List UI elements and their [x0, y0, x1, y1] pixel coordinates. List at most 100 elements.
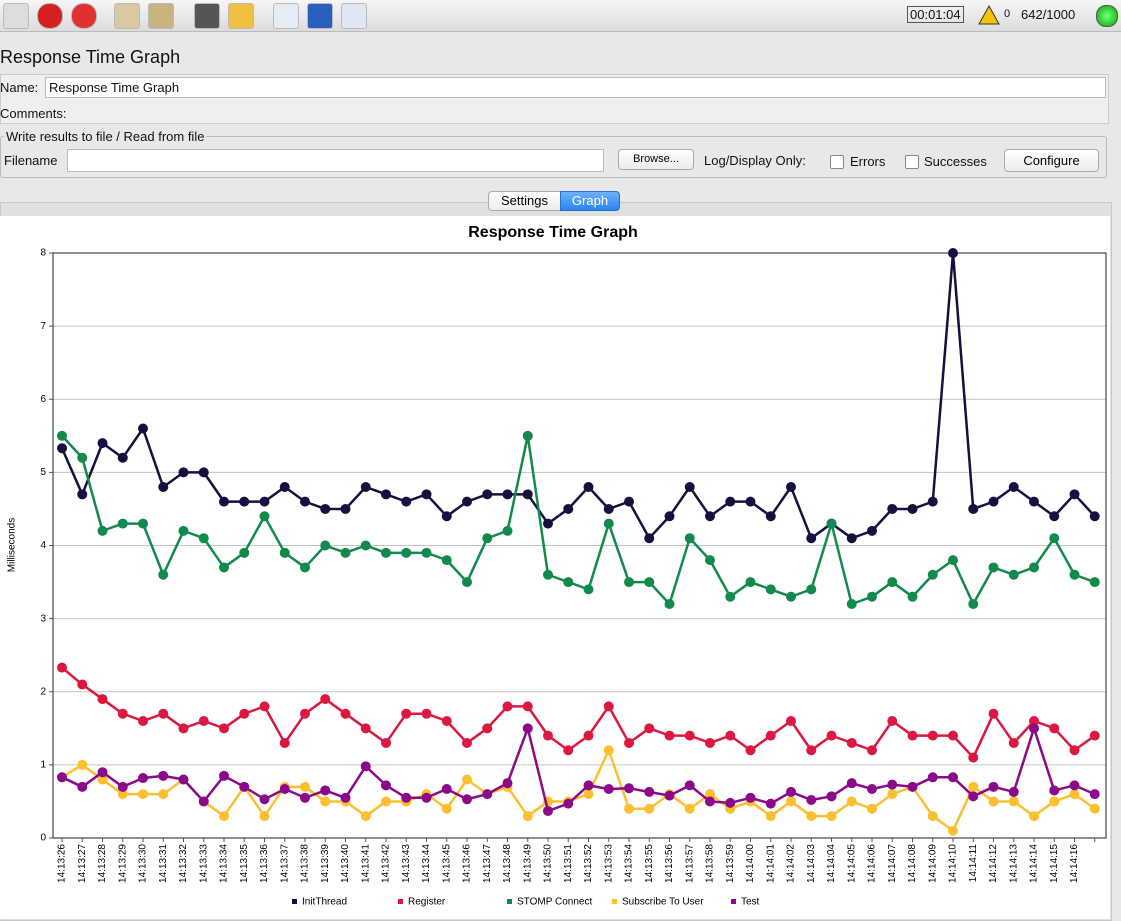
search-button[interactable]: [194, 3, 220, 29]
data-point: [543, 805, 553, 816]
x-tick-label: 14:14:04: [826, 844, 837, 883]
data-point: [300, 781, 310, 792]
data-point: [664, 599, 675, 609]
data-point: [563, 745, 574, 756]
data-point: [765, 798, 776, 809]
data-point: [320, 694, 331, 705]
data-point: [441, 716, 452, 726]
errors-checkbox[interactable]: [830, 155, 844, 169]
series-line: [61, 666, 1096, 759]
data-point: [624, 577, 634, 588]
data-point: [401, 708, 412, 719]
function-helper-button[interactable]: [273, 3, 299, 29]
data-point: [765, 511, 776, 522]
data-point: [239, 547, 250, 558]
x-tick-label: 14:13:54: [624, 844, 635, 883]
successes-checkbox[interactable]: [905, 155, 919, 169]
data-point: [340, 503, 351, 514]
x-tick-label: 14:13:44: [421, 844, 432, 883]
browse-button[interactable]: Browse...: [618, 149, 694, 170]
data-point: [1049, 723, 1060, 734]
data-point: [644, 533, 655, 544]
data-point: [502, 525, 513, 536]
legend-label: STOMP Connect: [517, 897, 592, 908]
data-point: [401, 792, 412, 803]
data-point: [117, 708, 128, 719]
remote-button[interactable]: [341, 3, 367, 29]
help-button[interactable]: [307, 3, 333, 29]
shutdown-button[interactable]: [71, 3, 97, 29]
plot-frame: [52, 252, 1107, 839]
data-point: [867, 591, 877, 602]
data-point: [1029, 811, 1039, 822]
legend-label: InitThread: [302, 897, 347, 908]
data-point: [198, 796, 209, 807]
data-point: [401, 496, 412, 507]
chart-title: Response Time Graph: [468, 224, 638, 241]
x-tick-label: 14:13:27: [77, 844, 88, 883]
data-point: [219, 770, 229, 781]
settings-tab[interactable]: Settings: [488, 191, 561, 211]
reset-search-button[interactable]: [228, 3, 254, 29]
data-point: [1029, 716, 1039, 726]
graph-tab[interactable]: Graph: [560, 191, 620, 211]
data-point: [846, 796, 857, 807]
data-point: [603, 701, 614, 712]
x-tick-label: 14:14:10: [948, 844, 959, 883]
x-tick-label: 14:14:09: [927, 844, 938, 883]
data-point: [340, 792, 351, 803]
clear-button[interactable]: [114, 3, 140, 29]
x-tick-label: 14:13:45: [441, 844, 452, 883]
data-point: [705, 511, 715, 522]
data-point: [441, 555, 452, 566]
warning-count: 0: [1004, 8, 1011, 20]
data-point: [1069, 745, 1080, 756]
data-point: [725, 496, 736, 507]
data-point: [219, 496, 229, 507]
filename-input[interactable]: [67, 149, 604, 172]
data-point: [381, 796, 391, 807]
start-button[interactable]: [3, 3, 29, 29]
data-point: [988, 708, 999, 719]
data-point: [583, 780, 594, 791]
data-point: [745, 745, 756, 756]
data-point: [381, 737, 391, 748]
data-point: [1008, 482, 1019, 492]
data-point: [138, 423, 148, 434]
data-point: [502, 701, 513, 712]
data-point: [1029, 723, 1039, 734]
series-line: [60, 251, 1096, 540]
data-point: [988, 796, 999, 807]
x-tick-label: 14:13:53: [603, 844, 614, 883]
y-tick-label: 8: [40, 248, 46, 259]
data-point: [360, 811, 371, 822]
x-tick-label: 14:13:34: [219, 844, 230, 883]
x-tick-label: 14:13:41: [360, 844, 371, 883]
data-point: [624, 496, 634, 507]
data-point: [482, 789, 493, 800]
data-point: [948, 772, 958, 783]
data-point: [907, 503, 918, 514]
data-point: [1008, 796, 1019, 807]
data-point: [968, 599, 979, 609]
data-point: [583, 730, 594, 741]
x-tick-label: 14:14:12: [988, 844, 999, 883]
configure-button[interactable]: Configure: [1004, 149, 1099, 172]
data-point: [279, 547, 290, 558]
data-point: [57, 772, 67, 783]
data-point: [97, 525, 108, 536]
data-point: [806, 811, 817, 822]
series-line: [61, 434, 1096, 606]
data-point: [1069, 569, 1080, 580]
stop-button[interactable]: [37, 3, 63, 29]
x-tick-label: 14:13:28: [97, 844, 108, 883]
data-point: [381, 547, 391, 558]
toolbar: 00:01:04 0 642/1000: [0, 0, 1121, 32]
name-input[interactable]: [45, 77, 1106, 98]
data-point: [401, 547, 412, 558]
data-point: [1089, 730, 1100, 741]
clear-all-button[interactable]: [148, 3, 174, 29]
x-tick-label: 14:13:50: [543, 844, 554, 883]
data-point: [826, 518, 837, 529]
data-point: [441, 511, 452, 522]
